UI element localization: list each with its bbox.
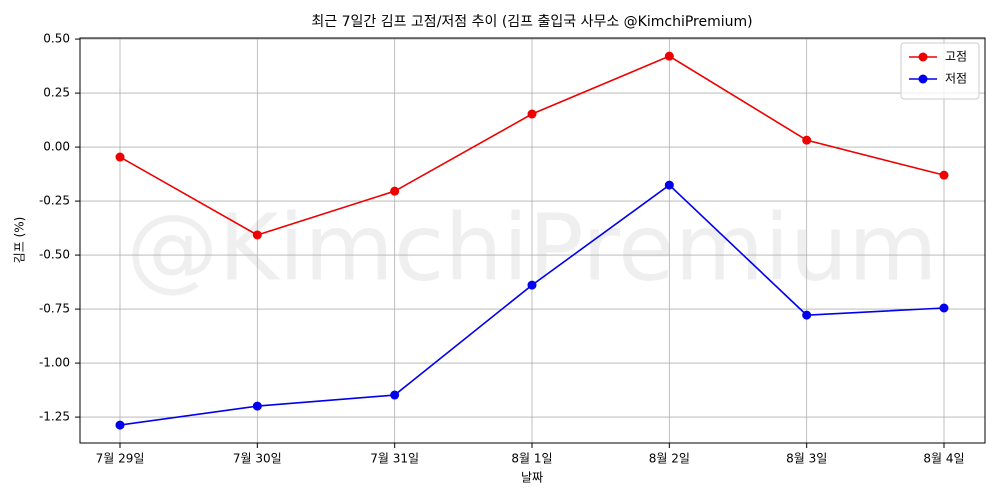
marker — [252, 401, 262, 411]
x-tick-label: 8월 1일 — [511, 452, 552, 466]
marker — [390, 186, 400, 196]
marker — [115, 152, 125, 162]
marker — [252, 230, 262, 240]
y-tick-label: -0.25 — [39, 194, 70, 208]
legend-label: 저점 — [945, 72, 967, 86]
marker — [802, 135, 812, 145]
marker — [390, 390, 400, 400]
marker — [664, 180, 674, 190]
legend-label: 고점 — [945, 50, 967, 64]
marker — [939, 170, 949, 180]
legend-marker — [918, 74, 928, 84]
y-tick-label: 0.50 — [43, 32, 70, 46]
x-tick-label: 7월 31일 — [370, 452, 419, 466]
marker — [664, 51, 674, 61]
legend-box — [900, 42, 980, 100]
marker — [939, 303, 949, 313]
marker — [527, 280, 537, 290]
x-tick-label: 8월 4일 — [923, 452, 964, 466]
y-tick-label: -0.75 — [39, 302, 70, 316]
marker — [527, 109, 537, 119]
plot-frame — [79, 37, 986, 444]
x-tick-label: 7월 30일 — [233, 452, 282, 466]
legend-marker — [918, 52, 928, 62]
x-tick-label: 8월 2일 — [649, 452, 690, 466]
x-tick-label: 8월 3일 — [786, 452, 827, 466]
x-tick-label: 7월 29일 — [96, 452, 145, 466]
x-axis-label: 날짜 — [521, 471, 543, 485]
marker — [115, 420, 125, 430]
y-tick-label: -1.00 — [39, 356, 70, 370]
y-tick-label: 0.25 — [43, 86, 70, 100]
chart-title: 최근 7일간 김프 고점/저점 추이 (김프 출입국 사무소 @KimchiPr… — [311, 14, 752, 30]
y-tick-label: 0.00 — [43, 140, 70, 154]
marker — [802, 310, 812, 320]
y-axis-label: 김프 (%) — [13, 217, 27, 264]
y-tick-label: -0.50 — [39, 248, 70, 262]
y-tick-label: -1.25 — [39, 410, 70, 424]
